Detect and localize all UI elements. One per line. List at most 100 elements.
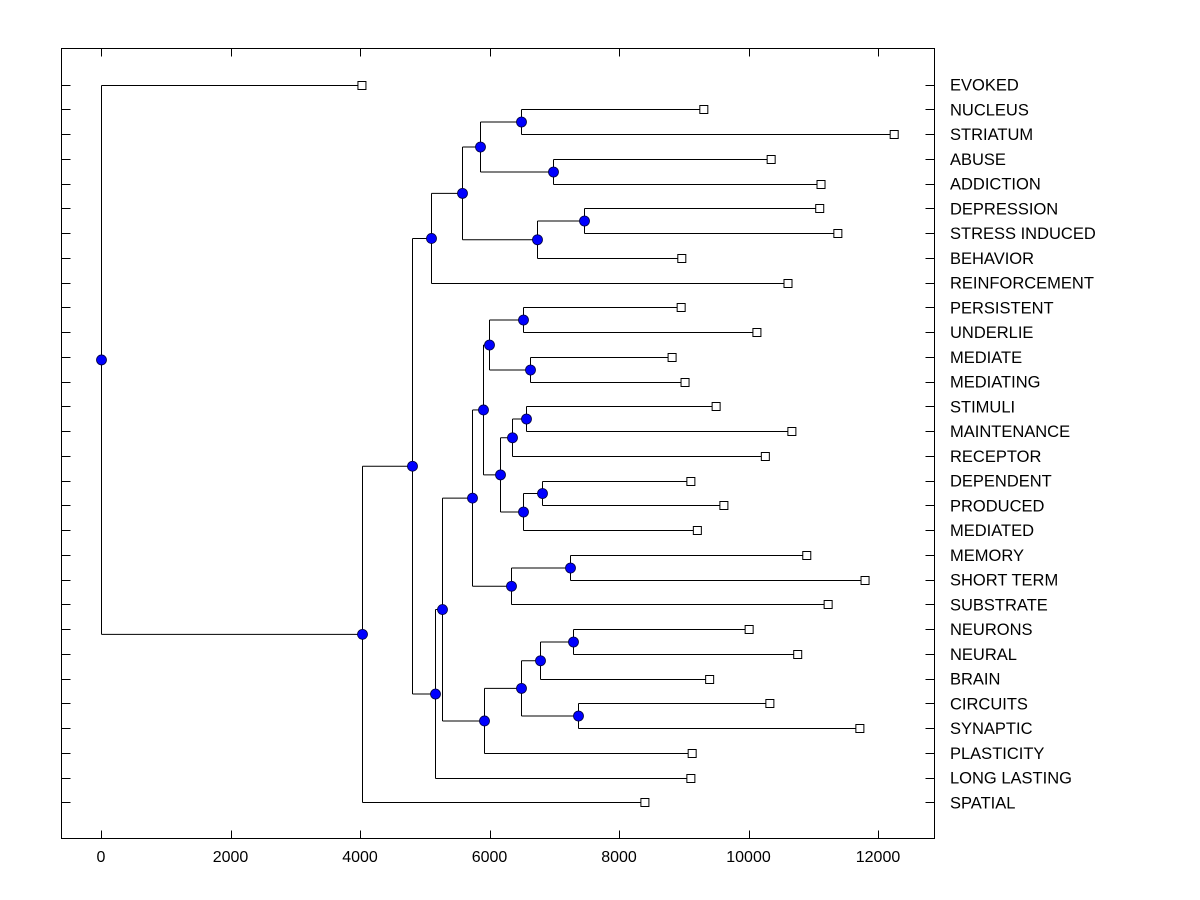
node-marker [457,187,468,199]
leaf-marker [692,526,702,535]
plot-frame [61,48,935,839]
node-marker [507,432,518,444]
leaf-marker [667,353,677,362]
leaf-label: MEDIATED [950,522,1034,540]
leaf-marker [686,774,696,783]
leaf-label: ADDICTION [950,176,1041,194]
leaf-marker [676,303,686,312]
node-marker [532,234,543,246]
branches [101,85,895,803]
leaf-label: REINFORCEMENT [950,275,1094,293]
leaf-marker [765,699,775,708]
leaf-label: ABUSE [950,151,1006,169]
x-tick-label: 10000 [726,849,771,866]
node-marker [437,604,448,615]
node-marker [478,404,489,416]
leaf-label: SPATIAL [950,794,1015,812]
leaf-label: LONG LASTING [950,770,1072,788]
leaf-label: EVOKED [950,77,1019,95]
x-tick-label: 0 [97,849,106,866]
node-marker [467,492,478,504]
leaf-label: NUCLEUS [950,101,1029,119]
x-tick-label: 6000 [472,849,508,866]
leaf-marker [766,155,776,164]
node-marker [537,488,548,499]
leaf-label: SUBSTRATE [950,596,1048,614]
x-tick-label: 2000 [213,849,249,866]
leaf-marker [699,105,709,114]
leaf-marker [677,254,687,263]
leaf-label: MEDIATING [950,374,1040,392]
node-marker [484,339,495,351]
node-marker [407,460,418,472]
leaf-marker [640,798,650,807]
leaf-marker [783,279,793,288]
node-marker [479,715,490,727]
leaf-label: MAINTENANCE [950,423,1070,441]
leaf-marker [889,130,899,139]
leaf-label: BRAIN [950,671,1000,689]
leaf-marker [357,81,367,90]
node-marker [475,141,486,153]
leaf-label: STRIATUM [950,126,1033,144]
node-marker [96,354,107,366]
leaf-marker [680,378,690,387]
node-markers [96,116,590,727]
leaf-label: SHORT TERM [950,572,1058,590]
leaf-marker [687,749,697,758]
leaf-marker [760,452,770,461]
leaf-label: DEPENDENT [950,473,1052,491]
leaf-marker [816,180,826,189]
x-tick-label: 12000 [856,849,901,866]
node-marker [518,506,529,518]
leaf-label: BEHAVIOR [950,250,1034,268]
leaf-marker [833,229,843,238]
x-tick-label: 8000 [601,849,637,866]
leaf-marker [860,576,870,585]
node-marker [506,580,517,592]
leaf-marker [744,625,754,634]
node-marker [525,364,536,376]
node-marker [516,682,527,694]
node-marker [357,628,368,640]
leaf-label: NEURONS [950,621,1033,639]
leaf-marker [686,477,696,486]
node-marker [565,562,576,574]
leaf-marker [802,551,812,560]
node-marker [548,166,559,178]
node-marker [518,314,529,326]
leaf-labels: EVOKED NUCLEUS STRIATUM ABUSE ADDICTION DEPRE… [950,77,1096,813]
leaf-label: PLASTICITY [950,745,1044,763]
node-marker [579,215,590,227]
leaf-label: PRODUCED [950,497,1045,515]
leaf-label: MEDIATE [950,349,1022,367]
leaf-marker [793,650,803,659]
leaf-marker [855,724,865,733]
node-marker [516,116,527,128]
leaf-markers [357,81,899,807]
leaf-marker [823,600,833,609]
node-marker [430,688,441,700]
leaf-label: DEPRESSION [950,200,1058,218]
node-marker [495,469,506,481]
x-axis-tick-labels: 0 2000 4000 6000 8000 10000 12000 [97,849,901,866]
leaf-marker [719,501,729,510]
leaf-marker [711,402,721,411]
leaf-marker [815,204,825,213]
leaf-marker [705,675,715,684]
axis-ticks [61,48,935,839]
leaf-label: UNDERLIE [950,324,1033,342]
x-tick-label: 4000 [342,849,378,866]
node-marker [535,655,546,667]
node-marker [521,413,532,425]
leaf-marker [752,328,762,337]
leaf-label: CIRCUITS [950,695,1028,713]
leaf-label: STIMULI [950,398,1015,416]
node-marker [568,636,579,648]
leaf-label: SYNAPTIC [950,720,1033,738]
node-marker [426,233,437,244]
leaf-marker [787,427,797,436]
leaf-label: NEURAL [950,646,1017,664]
leaf-label: MEMORY [950,547,1024,565]
